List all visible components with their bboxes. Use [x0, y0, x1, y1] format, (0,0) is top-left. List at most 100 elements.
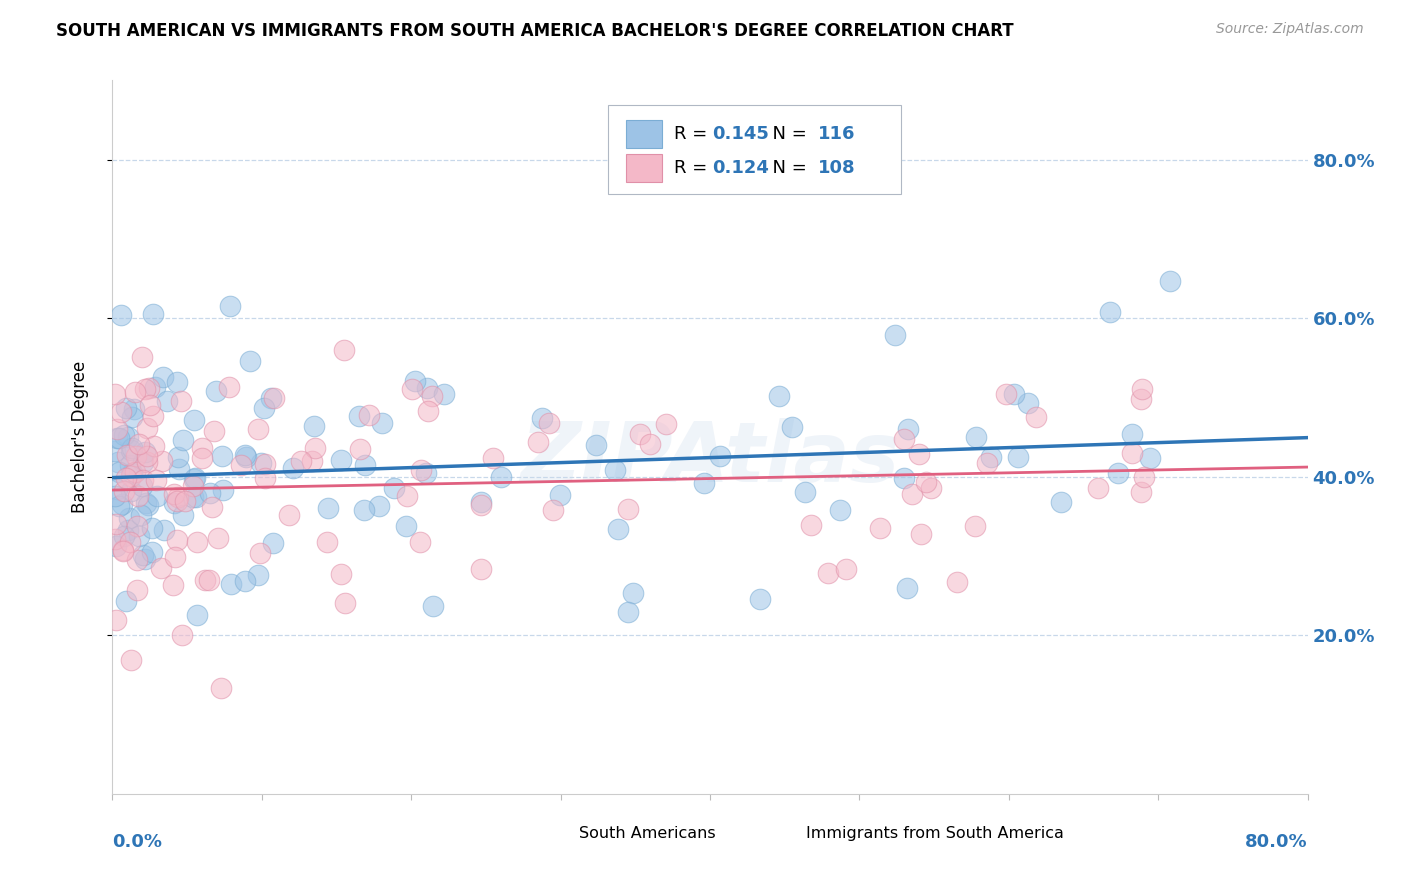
Point [353, 503, 375, 517]
Point [219, 577, 242, 591]
Point [156, 394, 179, 409]
Point [110, 308, 132, 322]
Point [538, 416, 561, 430]
Point [1132, 470, 1154, 484]
Point [605, 463, 627, 477]
Point [162, 578, 184, 592]
Point [124, 385, 146, 400]
Point [994, 386, 1017, 401]
Point [127, 489, 149, 503]
Point [1025, 409, 1047, 424]
Point [910, 527, 932, 541]
Point [1007, 450, 1029, 464]
Point [908, 447, 931, 461]
Point [194, 573, 217, 587]
Point [142, 439, 165, 453]
Point [115, 594, 138, 608]
Point [1139, 451, 1161, 466]
Text: 116: 116 [818, 125, 855, 143]
Point [349, 442, 371, 456]
Text: 0.124: 0.124 [713, 159, 769, 177]
Point [915, 475, 938, 489]
Point [174, 494, 197, 508]
Point [115, 448, 138, 462]
Point [111, 543, 134, 558]
Point [167, 491, 190, 505]
Point [768, 389, 790, 403]
Point [105, 516, 128, 531]
Point [353, 458, 375, 472]
Point [186, 535, 208, 549]
Point [152, 369, 174, 384]
Point [470, 495, 492, 509]
Point [304, 418, 326, 433]
Point [115, 401, 138, 415]
Point [359, 408, 381, 422]
Point [409, 463, 432, 477]
Point [191, 451, 214, 466]
Point [108, 431, 131, 445]
Point [201, 500, 224, 515]
Point [470, 562, 492, 576]
Point [120, 458, 142, 472]
Text: SOUTH AMERICAN VS IMMIGRANTS FROM SOUTH AMERICA BACHELOR'S DEGREE CORRELATION CH: SOUTH AMERICAN VS IMMIGRANTS FROM SOUTH … [56, 22, 1014, 40]
Point [422, 599, 444, 614]
Point [112, 544, 135, 558]
Point [127, 553, 149, 567]
Text: R =: R = [675, 159, 713, 177]
Point [218, 380, 240, 394]
Point [166, 493, 188, 508]
Point [896, 581, 918, 595]
Point [128, 529, 150, 543]
Point [135, 421, 157, 435]
Point [184, 471, 207, 485]
Point [800, 517, 823, 532]
Point [132, 548, 155, 562]
Point [893, 470, 915, 484]
Point [235, 450, 257, 464]
Point [748, 591, 770, 606]
Point [233, 574, 256, 589]
Point [530, 411, 553, 425]
Point [131, 473, 153, 487]
Point [105, 482, 128, 496]
Point [794, 485, 817, 500]
Point [112, 483, 135, 498]
Point [394, 519, 416, 533]
Point [349, 409, 371, 423]
Point [138, 381, 160, 395]
Point [253, 401, 276, 415]
Point [368, 499, 391, 513]
Point [526, 435, 548, 450]
Point [655, 417, 678, 431]
Point [218, 299, 240, 313]
Point [114, 471, 136, 485]
Point [198, 485, 221, 500]
Point [104, 387, 127, 401]
Point [965, 430, 987, 444]
Point [290, 454, 312, 468]
Point [104, 532, 127, 546]
Point [121, 467, 143, 481]
Point [869, 521, 891, 535]
Point [132, 454, 155, 468]
Point [585, 438, 607, 452]
Point [249, 546, 271, 560]
Point [139, 398, 162, 412]
Point [125, 583, 148, 598]
Point [122, 402, 145, 417]
Point [121, 409, 143, 424]
Point [170, 628, 193, 642]
Text: N =: N = [762, 159, 813, 177]
Point [117, 524, 139, 538]
Point [401, 382, 423, 396]
Point [470, 498, 492, 512]
Point [145, 473, 167, 487]
Point [638, 436, 661, 450]
Point [167, 450, 190, 465]
Point [316, 501, 339, 516]
Point [1129, 485, 1152, 500]
Point [333, 343, 356, 357]
Point [120, 483, 142, 498]
Point [104, 613, 127, 627]
